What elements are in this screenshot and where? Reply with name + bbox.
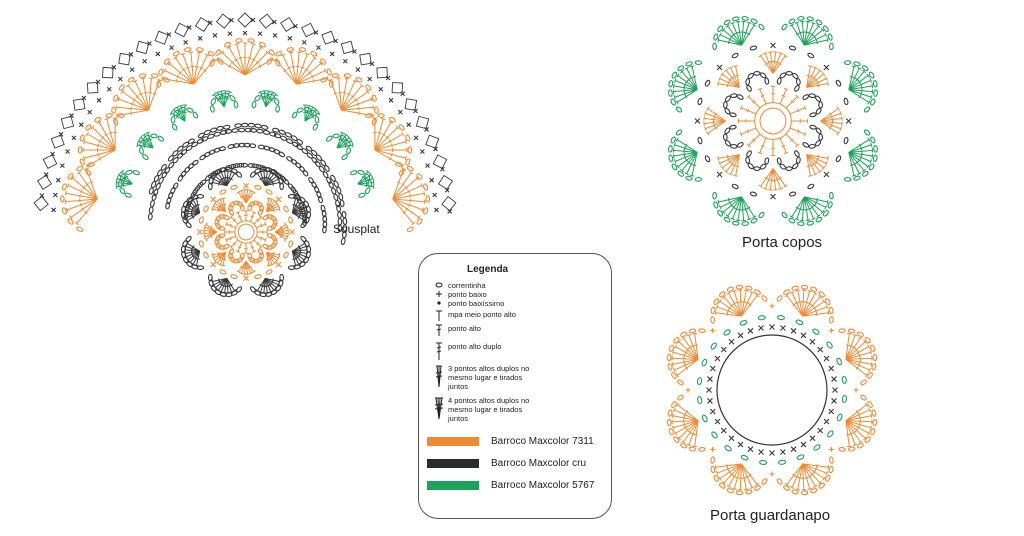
color-swatch	[427, 481, 479, 490]
legend-item-ponto-baixissimo: ponto baixíssimo	[433, 299, 504, 308]
legend-item-cluster-4: 4 pontos altos duplos no mesmo lugar e t…	[433, 396, 538, 423]
legend-title: Legenda	[467, 264, 509, 275]
legend-item-correntinha: correntinha	[433, 281, 486, 290]
porta-copos-label: Porta copos	[742, 234, 823, 251]
legend-item-ponto-baixo: ponto baixo	[433, 290, 487, 299]
t-post-one-bar-icon	[436, 324, 442, 336]
t-post-two-bar-icon	[436, 342, 442, 360]
cluster-4-icon	[434, 397, 444, 420]
legend-color-orange: Barroco Maxcolor 7311	[427, 436, 594, 447]
porta-guardanapo-diagram	[666, 284, 878, 496]
plus-cross-icon	[436, 291, 442, 297]
cluster-3-icon	[435, 365, 443, 388]
legend-item-ponto-alto-duplo: ponto alto duplo	[433, 342, 501, 360]
color-swatch	[427, 459, 479, 468]
legend-color-cru: Barroco Maxcolor cru	[427, 458, 586, 469]
legend-item-cluster-3: 3 pontos altos duplos no mesmo lugar e t…	[433, 364, 538, 391]
porta-guardanapo-label: Porta guardanapo	[710, 507, 831, 524]
legend-item-ponto-alto: ponto alto	[433, 324, 481, 336]
legend-color-green: Barroco Maxcolor 5767	[427, 480, 594, 491]
color-swatch	[427, 437, 479, 446]
chain-oval-icon	[435, 282, 443, 288]
legend-item-mpa: mpa meio ponto alto	[433, 310, 516, 321]
porta-copos-diagram	[668, 16, 878, 226]
legend-box: Legenda correntinha ponto baixo ponto ba…	[418, 253, 612, 519]
t-post-icon	[436, 310, 442, 321]
sousplat-diagram	[33, 12, 457, 298]
dot-icon	[437, 301, 441, 305]
sousplat-label: Sousplat	[333, 222, 380, 236]
